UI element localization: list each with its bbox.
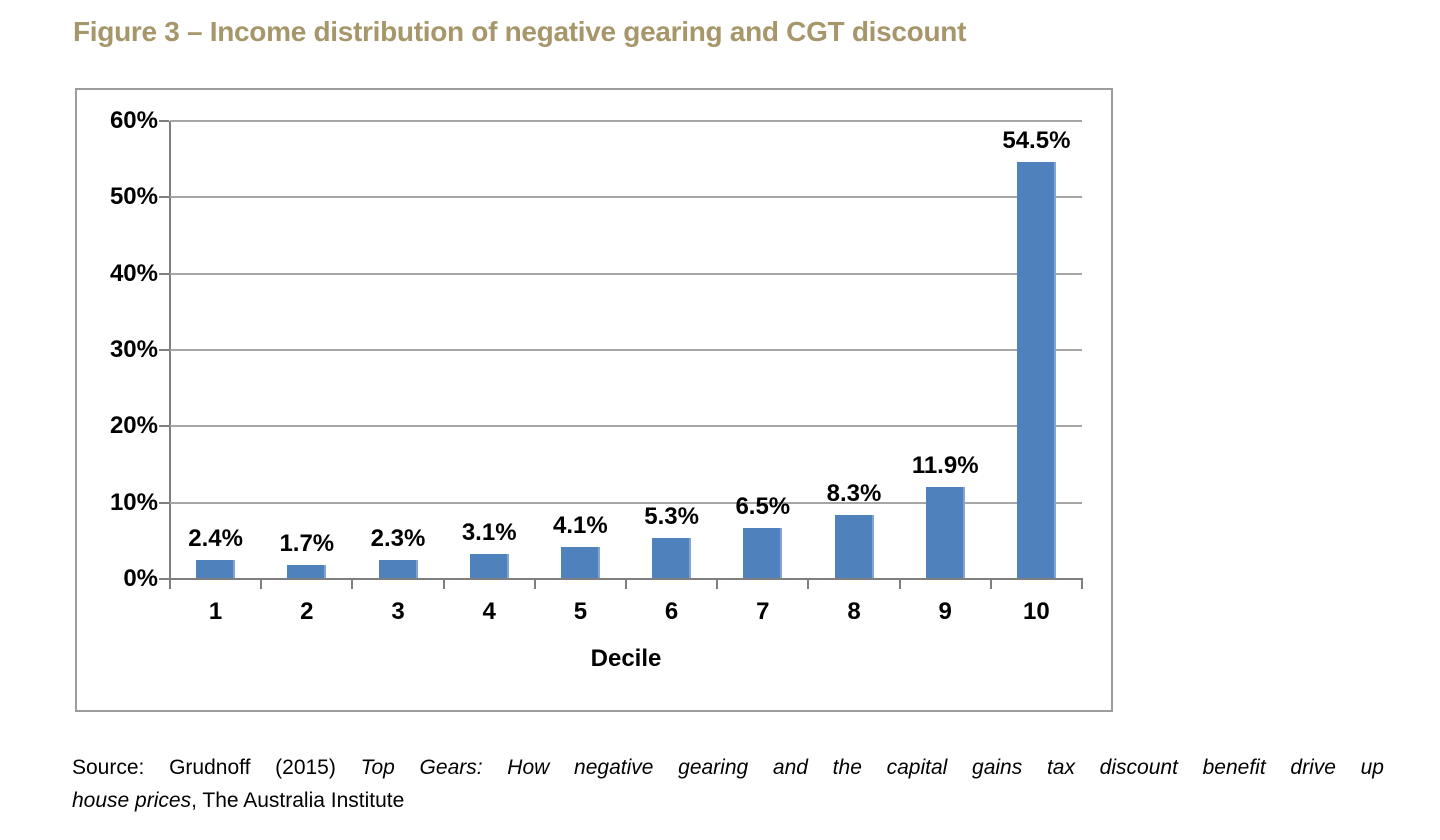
source-italic-title-cont: house prices — [72, 789, 192, 812]
y-tick-label: 50% — [109, 183, 158, 211]
x-axis-tick — [807, 580, 810, 589]
bar-data-label: 1.7% — [279, 530, 335, 558]
gridline — [170, 272, 1082, 275]
y-tick-label: 0% — [123, 565, 158, 592]
x-tick-label: 7 — [756, 598, 770, 625]
x-axis-tick — [351, 580, 354, 589]
bar — [834, 514, 874, 578]
x-tick-label: 4 — [482, 598, 496, 625]
bar-data-label: 2.4% — [188, 524, 243, 552]
bar-data-label: 4.1% — [553, 511, 608, 539]
x-tick-label: 10 — [1023, 598, 1050, 625]
chart-frame: 2.4% 1.7% 2.3% 3.1% 4.1% 5.3% 6.5% 8.3% 11.9% 54.… — [75, 88, 1113, 712]
gridline — [170, 501, 1082, 504]
x-tick-label: 1 — [208, 598, 223, 625]
x-axis-line — [169, 578, 1083, 580]
y-axis-tick — [159, 120, 169, 122]
y-axis-tick — [159, 196, 169, 199]
x-tick-label: 3 — [391, 598, 405, 625]
bar — [469, 554, 509, 578]
y-axis-tick — [159, 425, 169, 428]
bar-data-label: 6.5% — [735, 493, 791, 521]
x-axis-tick — [260, 580, 263, 589]
bar — [196, 559, 236, 578]
y-axis-tick — [159, 349, 169, 351]
x-axis-tick — [169, 580, 171, 589]
y-axis-line — [169, 121, 171, 581]
x-axis-title: Decile — [590, 645, 662, 672]
bar — [743, 528, 783, 578]
x-axis-tick — [442, 580, 445, 589]
bar-data-label: 8.3% — [826, 479, 882, 507]
x-axis-tick — [625, 580, 627, 589]
bar — [652, 537, 692, 578]
gridline — [170, 425, 1082, 428]
x-tick-label: 2 — [300, 598, 314, 625]
x-tick-label: 6 — [664, 598, 679, 625]
y-tick-label: 10% — [109, 488, 158, 516]
y-tick-label: 40% — [109, 259, 158, 287]
x-tick-label: 9 — [938, 598, 952, 625]
bar — [378, 560, 418, 578]
y-tick-label: 60% — [109, 107, 158, 134]
x-axis-tick — [716, 580, 719, 589]
y-tick-label: 20% — [109, 412, 158, 440]
plot-area: 2.4% 1.7% 2.3% 3.1% 4.1% 5.3% 6.5% 8.3% 11.9% 54.… — [159, 120, 1083, 589]
bar-data-label: 11.9% — [911, 452, 979, 480]
source-text: Source: Grudnoff (2015) Top Gears: How n… — [72, 751, 1384, 817]
bar-data-label: 5.3% — [644, 502, 699, 530]
source-italic-title: Top Gears: How negative gearing and the … — [360, 756, 1384, 779]
bar-data-label: 2.3% — [370, 525, 426, 553]
y-tick-label: 30% — [109, 336, 158, 363]
y-axis-tick — [159, 501, 169, 504]
source-line-2: house prices, The Australia Institute — [72, 784, 1384, 817]
gridline — [170, 120, 1082, 122]
figure-title: Figure 3 – Income distribution of negati… — [73, 16, 967, 47]
bar — [1016, 161, 1056, 578]
x-axis-tick — [898, 580, 901, 589]
bar-data-label: 54.5% — [1002, 126, 1071, 154]
bar-data-label: 3.1% — [461, 519, 517, 547]
bar — [925, 487, 965, 578]
bar — [287, 565, 327, 578]
x-axis-tick — [533, 580, 536, 589]
gridline — [170, 196, 1082, 199]
gridline — [170, 349, 1082, 351]
x-axis-tick — [989, 580, 992, 589]
source-line-1: Source: Grudnoff (2015) Top Gears: How n… — [72, 751, 1384, 784]
x-tick-label: 5 — [573, 598, 588, 625]
x-axis-tick — [1081, 580, 1083, 589]
x-tick-label: 8 — [847, 598, 861, 625]
bar — [560, 546, 600, 578]
y-axis-tick — [159, 578, 169, 580]
source-publisher: , The Australia Institute — [191, 789, 405, 812]
source-regular-text: Source: Grudnoff (2015) — [72, 756, 361, 779]
y-axis-tick — [159, 272, 169, 275]
